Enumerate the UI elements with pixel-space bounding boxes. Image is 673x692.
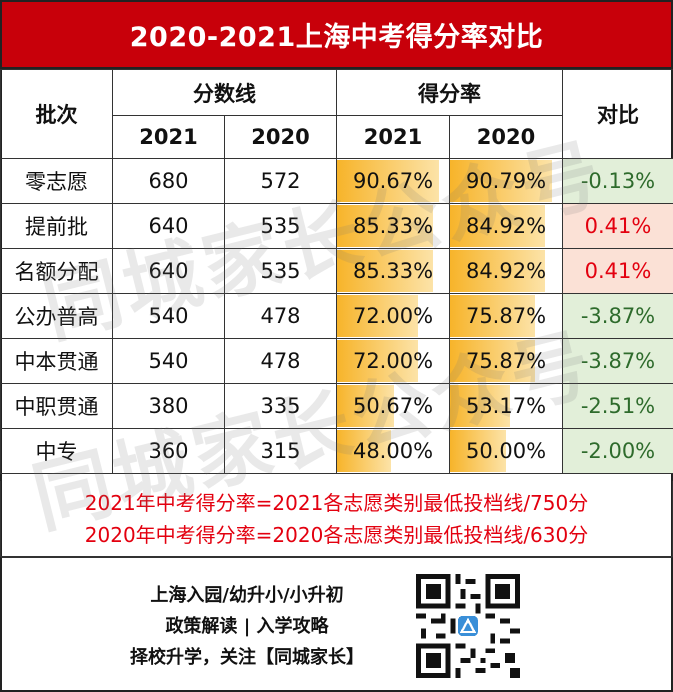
score-2020-cell: 572 bbox=[224, 158, 337, 204]
rate-value: 50.67% bbox=[352, 394, 434, 418]
rate-value: 75.87% bbox=[465, 349, 547, 373]
rate-2021-cell: 72.00% bbox=[336, 338, 450, 384]
rate-value: 72.00% bbox=[352, 349, 434, 373]
table-row: 中职贯通 380 335 50.67% 53.17% -2.51% bbox=[0, 383, 673, 429]
rate-value: 50.00% bbox=[465, 439, 547, 463]
header-score-2020: 2020 bbox=[224, 115, 337, 159]
rate-bar bbox=[337, 295, 418, 337]
formula-notes: 2021年中考得分率=2021各志愿类别最低投档线/750分 2020年中考得分… bbox=[0, 481, 673, 557]
rate-2021-cell: 72.00% bbox=[336, 293, 450, 339]
footer-line-2: 政策解读 | 入学攻略 bbox=[165, 616, 329, 637]
formula-note-2020: 2020年中考得分率=2020各志愿类别最低投档线/630分 bbox=[84, 522, 589, 547]
table-row: 零志愿 680 572 90.67% 90.79% -0.13% bbox=[0, 158, 673, 204]
rate-bar bbox=[337, 160, 439, 202]
score-2020-cell: 315 bbox=[224, 428, 337, 474]
batch-cell: 零志愿 bbox=[0, 158, 113, 204]
compare-cell: 0.41% bbox=[562, 248, 673, 294]
rate-bar bbox=[450, 385, 510, 427]
table-row: 名额分配 640 535 85.33% 84.92% 0.41% bbox=[0, 248, 673, 294]
table-row: 中专 360 315 48.00% 50.00% -2.00% bbox=[0, 428, 673, 474]
header-row-years: 2021 2020 2021 2020 bbox=[1, 115, 673, 159]
compare-cell: -2.51% bbox=[562, 383, 673, 429]
batch-cell: 提前批 bbox=[0, 203, 113, 249]
table-row: 公办普高 540 478 72.00% 75.87% -3.87% bbox=[0, 293, 673, 339]
score-2021-cell: 540 bbox=[112, 338, 225, 384]
score-2020-cell: 335 bbox=[224, 383, 337, 429]
header-rate-2021: 2021 bbox=[336, 115, 450, 159]
rate-value: 84.92% bbox=[465, 214, 547, 238]
compare-cell: -2.00% bbox=[562, 428, 673, 474]
footer-promo: 上海入园/幼升小/小升初 政策解读 | 入学攻略 择校升学，关注【同城家长】 bbox=[0, 557, 673, 692]
score-2020-cell: 478 bbox=[224, 338, 337, 384]
header-row-top: 批次 分数线 得分率 对比 bbox=[0, 69, 673, 159]
header-rate-2020: 2020 bbox=[449, 115, 563, 159]
rate-bar bbox=[337, 385, 394, 427]
score-2021-cell: 540 bbox=[112, 293, 225, 339]
header-score-line: 分数线 bbox=[112, 69, 337, 116]
rate-value: 90.79% bbox=[465, 169, 547, 193]
score-2020-cell: 478 bbox=[224, 293, 337, 339]
score-2021-cell: 380 bbox=[112, 383, 225, 429]
score-2020-cell: 535 bbox=[224, 203, 337, 249]
score-2021-cell: 640 bbox=[112, 248, 225, 294]
compare-cell: 0.41% bbox=[562, 203, 673, 249]
batch-cell: 公办普高 bbox=[0, 293, 113, 339]
rate-bar bbox=[337, 205, 433, 247]
rate-bar bbox=[337, 430, 391, 472]
rate-bar bbox=[450, 250, 546, 292]
footer-line-3: 择校升学，关注【同城家长】 bbox=[130, 647, 364, 668]
rate-bar bbox=[450, 430, 506, 472]
rate-value: 85.33% bbox=[352, 214, 434, 238]
page-title: 2020-2021上海中考得分率对比 bbox=[0, 0, 673, 69]
rate-value: 72.00% bbox=[352, 304, 434, 328]
batch-cell: 中本贯通 bbox=[0, 338, 113, 384]
batch-cell: 中职贯通 bbox=[0, 383, 113, 429]
score-2021-cell: 360 bbox=[112, 428, 225, 474]
rate-value: 85.33% bbox=[352, 259, 434, 283]
header-batch: 批次 bbox=[0, 69, 113, 159]
rate-2020-cell: 75.87% bbox=[449, 338, 563, 384]
formula-note-2021: 2021年中考得分率=2021各志愿类别最低投档线/750分 bbox=[84, 490, 589, 515]
table-row: 中本贯通 540 478 72.00% 75.87% -3.87% bbox=[0, 338, 673, 384]
rate-bar bbox=[450, 340, 535, 382]
compare-cell: -0.13% bbox=[562, 158, 673, 204]
rate-bar bbox=[337, 250, 433, 292]
score-2021-cell: 680 bbox=[112, 158, 225, 204]
score-2020-cell: 535 bbox=[224, 248, 337, 294]
rate-value: 53.17% bbox=[465, 394, 547, 418]
rate-bar bbox=[450, 160, 552, 202]
rate-2020-cell: 53.17% bbox=[449, 383, 563, 429]
rate-2021-cell: 48.00% bbox=[336, 428, 450, 474]
rate-2020-cell: 75.87% bbox=[449, 293, 563, 339]
rate-value: 90.67% bbox=[352, 169, 434, 193]
rate-2021-cell: 85.33% bbox=[336, 203, 450, 249]
rate-value: 84.92% bbox=[465, 259, 547, 283]
table-row: 提前批 640 535 85.33% 84.92% 0.41% bbox=[0, 203, 673, 249]
header-compare: 对比 bbox=[562, 69, 673, 159]
header-rate: 得分率 bbox=[336, 69, 563, 116]
rate-2021-cell: 50.67% bbox=[336, 383, 450, 429]
rate-2020-cell: 50.00% bbox=[449, 428, 563, 474]
rate-bar bbox=[450, 205, 546, 247]
batch-cell: 中专 bbox=[0, 428, 113, 474]
header-score-2021: 2021 bbox=[112, 115, 225, 159]
rate-2021-cell: 90.67% bbox=[336, 158, 450, 204]
rate-2020-cell: 90.79% bbox=[449, 158, 563, 204]
rate-bar bbox=[450, 295, 535, 337]
qr-code-icon bbox=[416, 574, 520, 678]
compare-cell: -3.87% bbox=[562, 293, 673, 339]
rate-2020-cell: 84.92% bbox=[449, 203, 563, 249]
comparison-table: 批次 分数线 得分率 对比 2021 2020 2021 2020 零志愿 680… bbox=[0, 69, 673, 474]
footer-text: 上海入园/幼升小/小升初 政策解读 | 入学攻略 择校升学，关注【同城家长】 bbox=[92, 580, 402, 673]
rate-2020-cell: 84.92% bbox=[449, 248, 563, 294]
compare-cell: -3.87% bbox=[562, 338, 673, 384]
rate-2021-cell: 85.33% bbox=[336, 248, 450, 294]
rate-value: 48.00% bbox=[352, 439, 434, 463]
rate-bar bbox=[337, 340, 418, 382]
score-2021-cell: 640 bbox=[112, 203, 225, 249]
batch-cell: 名额分配 bbox=[0, 248, 113, 294]
rate-value: 75.87% bbox=[465, 304, 547, 328]
footer-line-1: 上海入园/幼升小/小升初 bbox=[150, 585, 344, 606]
